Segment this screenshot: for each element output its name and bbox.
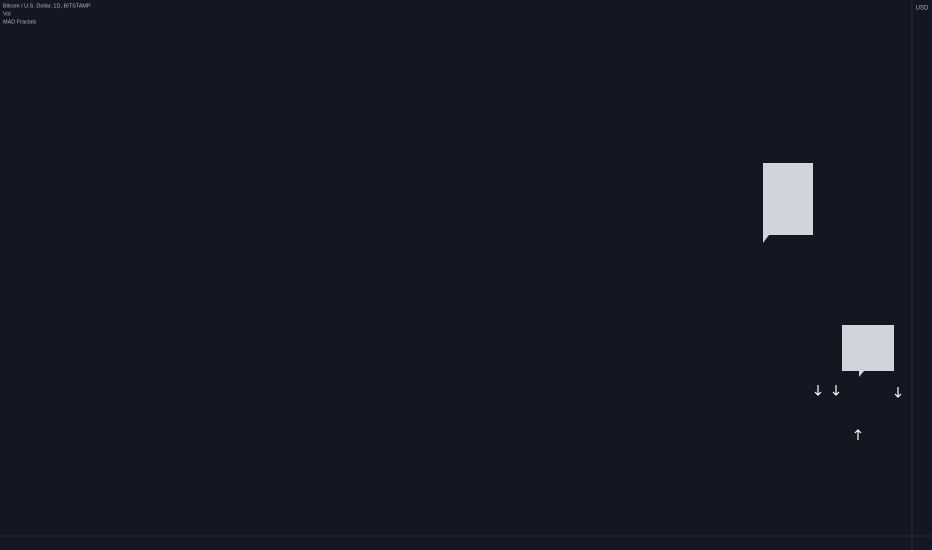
chart-title: Bitcoin / U.S. Dollar, 1D, BITSTAMP <box>3 3 91 9</box>
callout <box>842 325 894 377</box>
callout <box>763 163 813 243</box>
arrows <box>814 385 902 440</box>
legend-item: Vol <box>3 11 11 17</box>
legend-item: MAD Fractals <box>3 19 37 25</box>
currency-label: USD <box>916 6 929 12</box>
